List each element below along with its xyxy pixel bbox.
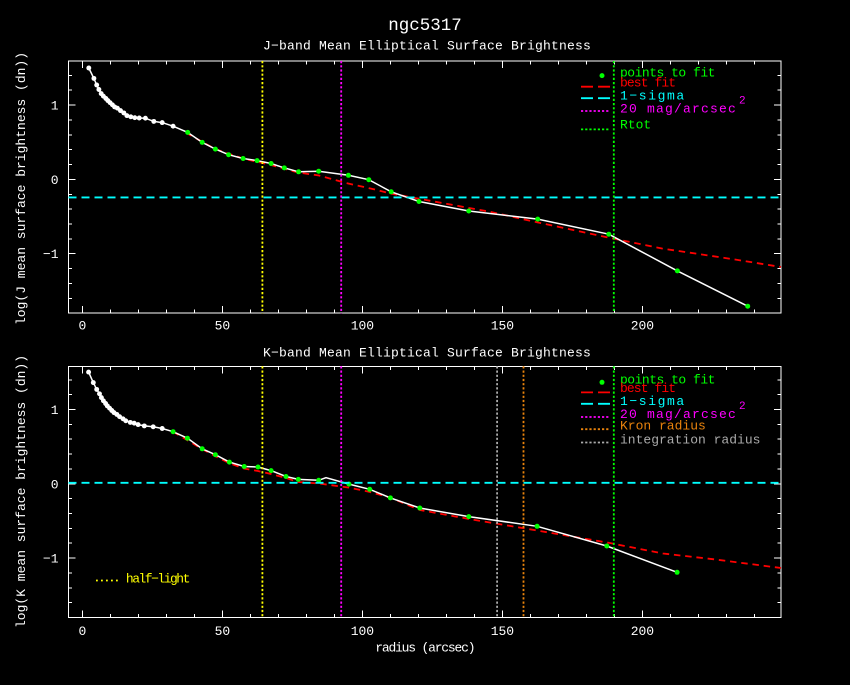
svg-text:20 mag/arcsec: 20 mag/arcsec: [620, 407, 737, 422]
svg-text:log(K mean surface brightness: log(K mean surface brightness (dn)): [14, 355, 29, 628]
svg-text:integration radius: integration radius: [620, 432, 760, 447]
svg-text:Kron radius: Kron radius: [620, 419, 706, 434]
svg-text:−1: −1: [43, 552, 59, 567]
svg-text:0: 0: [78, 624, 86, 639]
svg-text:100: 100: [351, 624, 374, 639]
svg-text:150: 150: [491, 319, 514, 334]
svg-text:0: 0: [78, 319, 86, 334]
svg-text:200: 200: [631, 319, 654, 334]
svg-text:J−band Mean Elliptical Surface: J−band Mean Elliptical Surface Brightnes…: [263, 39, 591, 54]
svg-text:ngc5317: ngc5317: [388, 16, 462, 36]
svg-text:log(J mean surface brightness: log(J mean surface brightness (dn)): [14, 52, 29, 325]
svg-text:best fit: best fit: [620, 76, 675, 91]
svg-text:50: 50: [215, 624, 231, 639]
svg-text:0: 0: [51, 477, 59, 492]
svg-text:2: 2: [739, 96, 746, 108]
svg-text:1−sigma: 1−sigma: [620, 89, 686, 104]
svg-text:radius (arcsec): radius (arcsec): [375, 641, 474, 656]
svg-text:points to fit: points to fit: [620, 372, 715, 387]
svg-text:half−light: half−light: [126, 572, 190, 587]
svg-text:0: 0: [51, 173, 59, 188]
svg-text:20 mag/arcsec: 20 mag/arcsec: [620, 101, 737, 116]
svg-text:150: 150: [491, 624, 514, 639]
svg-text:1: 1: [51, 99, 59, 114]
svg-text:Rtot: Rtot: [620, 118, 651, 133]
svg-text:−1: −1: [43, 247, 59, 262]
svg-text:1: 1: [51, 403, 59, 418]
svg-text:best fit: best fit: [620, 381, 675, 396]
svg-text:1−sigma: 1−sigma: [620, 394, 686, 409]
svg-text:K−band Mean Elliptical Surface: K−band Mean Elliptical Surface Brightnes…: [263, 346, 591, 361]
svg-text:200: 200: [631, 624, 654, 639]
svg-text:50: 50: [215, 319, 231, 334]
svg-text:2: 2: [739, 401, 746, 413]
svg-text:points to fit: points to fit: [620, 66, 715, 81]
svg-text:100: 100: [351, 319, 374, 334]
